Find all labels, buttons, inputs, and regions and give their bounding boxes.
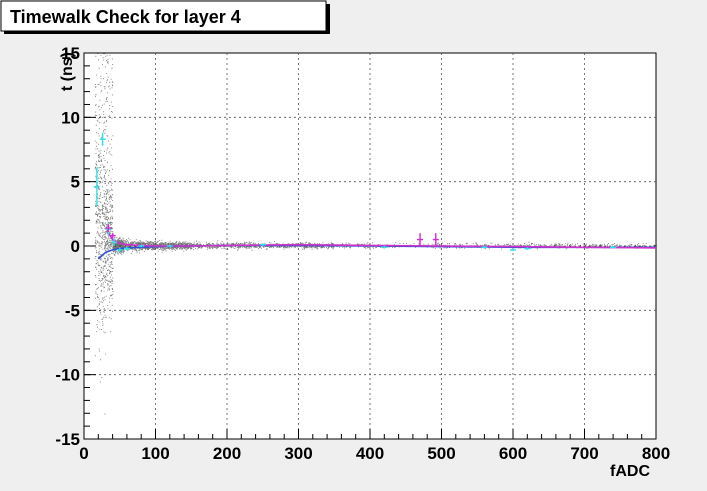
title-box: Timewalk Check for layer 4 [0, 0, 330, 34]
tick-labels: 0 100 200 300 400 500 600 700 800 -15 -10 -5 0 5 10 15 [55, 44, 670, 463]
cyan-profile-marker [610, 246, 617, 249]
grid [84, 53, 656, 439]
magenta-profile-marker [105, 224, 112, 232]
x-tick-label: 500 [427, 444, 455, 463]
x-tick-label: 200 [213, 444, 241, 463]
cyan-profile-marker [116, 247, 123, 253]
x-tick-label: 700 [570, 444, 598, 463]
chart-title: Timewalk Check for layer 4 [10, 7, 241, 27]
cyan-profile-marker [138, 244, 145, 248]
magenta-fit-curve [106, 230, 657, 249]
fit-curves [97, 230, 657, 260]
magenta-profile-marker [417, 233, 424, 246]
cyan-profile-marker [481, 246, 488, 249]
y-tick-label: -15 [55, 430, 80, 449]
x-tick-label: 800 [642, 444, 670, 463]
y-tick-label: 5 [71, 173, 80, 192]
cyan-profile-marker [93, 167, 100, 207]
cyan-profile-marker [99, 132, 106, 146]
x-tick-label: 300 [284, 444, 312, 463]
cyan-profile-marker [510, 248, 516, 252]
cyan-profile-marker [524, 247, 531, 250]
x-tick-label: 100 [141, 444, 169, 463]
magenta-profile-marker [109, 233, 116, 239]
y-tick-label: -10 [55, 366, 80, 385]
y-tick-label: -5 [65, 301, 80, 320]
x-tick-label: 400 [356, 444, 384, 463]
x-tick-label: 600 [499, 444, 527, 463]
cyan-profile-marker [166, 244, 173, 248]
y-tick-label: 10 [61, 108, 80, 127]
cyan-profile-marker [259, 243, 266, 246]
y-axis-label: t (ns) [59, 52, 76, 91]
y-tick-label: 0 [71, 237, 80, 256]
axis-ticks [83, 52, 657, 440]
x-axis-label: fADC [610, 463, 650, 480]
y-tick-label: 15 [61, 44, 80, 63]
cyan-profile-marker [123, 246, 130, 251]
cyan-profile-marker [381, 246, 388, 249]
cyan-profile-marker [111, 238, 118, 246]
magenta-profile-marker [432, 233, 439, 246]
x-tick-label: 0 [79, 444, 88, 463]
profile-markers [93, 132, 617, 253]
